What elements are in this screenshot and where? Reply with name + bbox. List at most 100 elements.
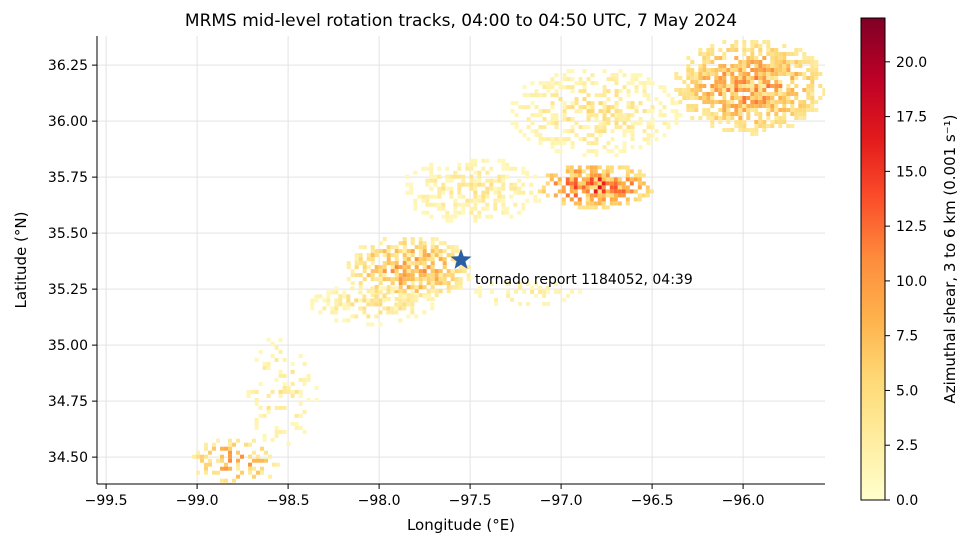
shear-cell: [569, 165, 574, 170]
shear-cell: [770, 56, 775, 60]
shear-cell: [694, 80, 699, 84]
shear-cell: [786, 84, 791, 88]
shear-cell: [609, 193, 614, 198]
shear-cell: [362, 306, 367, 311]
shear-cell: [196, 454, 200, 459]
shear-cell: [574, 133, 579, 138]
shear-cell: [774, 76, 779, 80]
shear-cell: [758, 116, 763, 120]
shear-cell: [738, 76, 743, 80]
shear-cell: [525, 174, 530, 179]
shear-cell: [526, 117, 531, 122]
shear-cell: [601, 189, 606, 194]
shear-cell: [493, 202, 498, 207]
colorbar-tick-label: 7.5: [896, 329, 918, 345]
shear-cell: [794, 92, 799, 96]
shear-cell: [505, 206, 510, 211]
shear-cell: [734, 92, 739, 96]
shear-cell: [529, 182, 534, 187]
shear-cell: [534, 105, 539, 110]
shear-cell: [473, 202, 478, 207]
shear-cell: [626, 89, 631, 94]
shear-cell: [585, 193, 590, 198]
shear-cell: [390, 261, 395, 266]
y-tick-label: 35.25: [48, 282, 88, 298]
shear-cell: [582, 97, 587, 102]
shear-cell: [593, 205, 598, 210]
shear-cell: [497, 178, 502, 183]
shear-cell: [386, 245, 391, 250]
shear-cell: [378, 269, 383, 274]
shear-cell: [646, 97, 651, 102]
shear-cell: [370, 269, 375, 274]
shear-cell: [558, 149, 563, 154]
shear-cell: [228, 482, 232, 484]
shear-cell: [754, 76, 759, 80]
shear-cell: [562, 141, 567, 146]
shear-cell: [414, 314, 419, 319]
shear-cell: [774, 104, 779, 108]
shear-cell: [394, 269, 399, 274]
shear-cell: [266, 409, 271, 414]
shear-cell: [638, 145, 643, 150]
shear-cell: [248, 470, 252, 475]
shear-cell: [286, 441, 291, 446]
shear-cell: [614, 153, 619, 158]
shear-cell: [738, 60, 743, 64]
shear-cell: [585, 189, 590, 194]
shear-cell: [469, 166, 474, 171]
shear-cell: [794, 96, 799, 100]
shear-cell: [390, 290, 395, 295]
shear-cell: [730, 84, 735, 88]
shear-cell: [310, 306, 315, 311]
shear-cell: [228, 450, 232, 455]
shear-cell: [658, 101, 663, 106]
shear-cell: [565, 181, 570, 186]
shear-cell: [513, 190, 518, 195]
shear-cell: [786, 100, 791, 104]
shear-cell: [402, 241, 407, 246]
shear-cell: [758, 92, 763, 96]
shear-cell: [220, 454, 224, 459]
shear-cell: [374, 249, 379, 254]
shear-cell: [818, 72, 823, 76]
shear-cell: [481, 194, 486, 199]
shear-cell: [726, 68, 731, 72]
shear-cell: [390, 269, 395, 274]
shear-cell: [690, 80, 695, 84]
shear-cell: [478, 285, 483, 290]
shear-cell: [534, 89, 539, 94]
shear-cell: [445, 186, 450, 191]
shear-cell: [645, 185, 650, 190]
shear-cell: [810, 60, 815, 64]
shear-cell: [718, 64, 723, 68]
shear-cell: [478, 289, 483, 294]
shear-cell: [794, 48, 799, 52]
shear-cell: [814, 76, 819, 80]
shear-cell: [518, 105, 523, 110]
shear-cell: [569, 177, 574, 182]
shear-cell: [686, 88, 691, 92]
shear-cell: [485, 202, 490, 207]
shear-cell: [766, 116, 771, 120]
shear-cell: [593, 193, 598, 198]
shear-cell: [394, 297, 399, 302]
shear-cell: [582, 105, 587, 110]
shear-cell: [786, 96, 791, 100]
shear-cell: [714, 88, 719, 92]
shear-cell: [430, 289, 435, 294]
shear-cell: [722, 84, 727, 88]
shear-cell: [422, 253, 427, 258]
shear-cell: [662, 105, 667, 110]
marker-label: tornado report 1184052, 04:39: [475, 272, 693, 288]
shear-cell: [445, 174, 450, 179]
shear-cell: [770, 96, 775, 100]
shear-cell: [770, 84, 775, 88]
shear-cell: [402, 298, 407, 303]
shear-cell: [298, 353, 303, 358]
shear-cell: [710, 120, 715, 124]
shear-cell: [637, 193, 642, 198]
shear-cell: [546, 109, 551, 114]
shear-cell: [302, 429, 307, 434]
shear-cell: [562, 113, 567, 118]
